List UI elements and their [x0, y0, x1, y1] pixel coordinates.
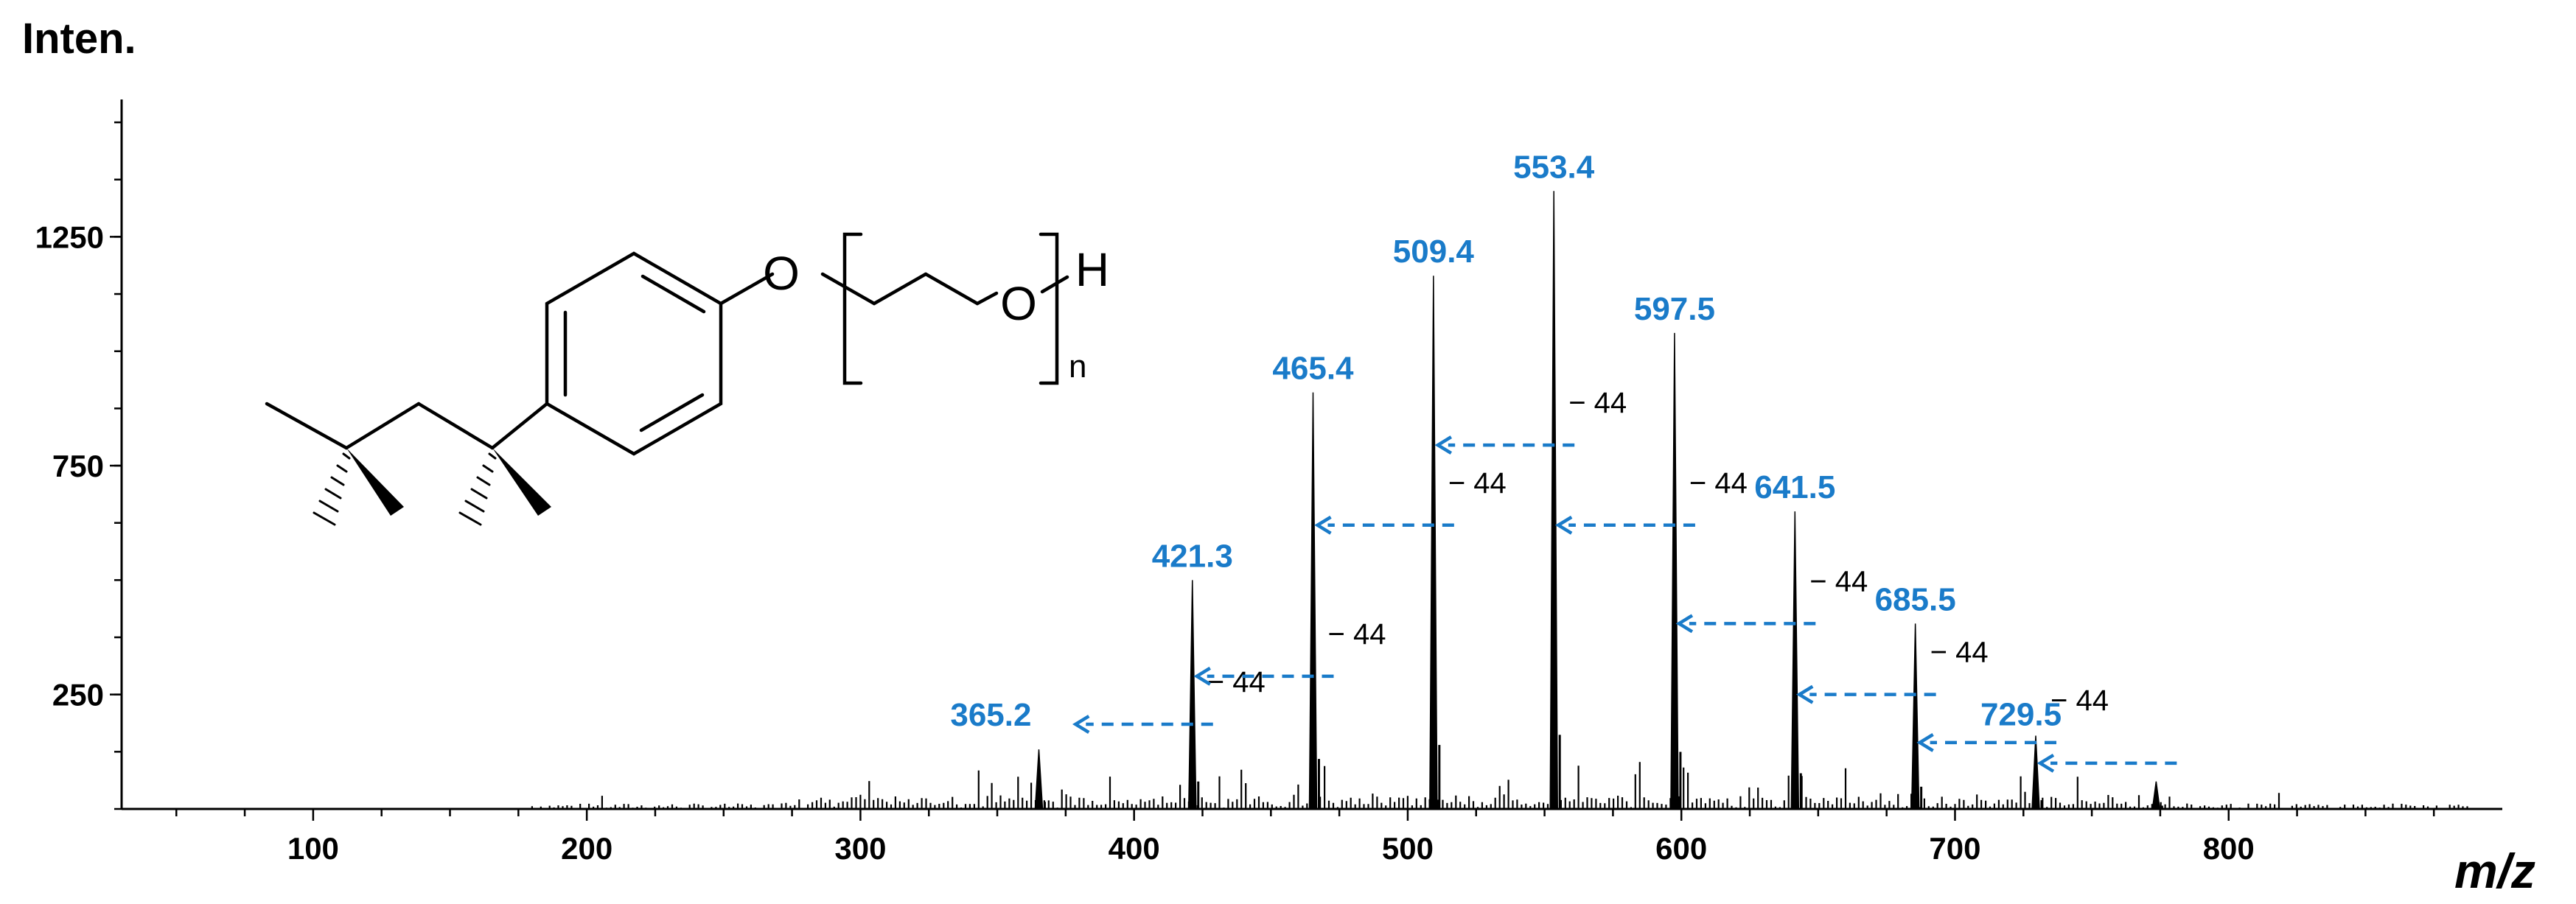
spectrum-peak — [1308, 392, 1318, 810]
x-tick-label: 400 — [1109, 831, 1160, 866]
y-tick-label: 250 — [52, 678, 104, 712]
peak-label: 597.5 — [1634, 291, 1715, 327]
loss-arrow-head — [1916, 732, 1934, 752]
spectrum-peak — [1034, 749, 1044, 810]
oxygen-atom-label: O — [763, 247, 800, 300]
loss-arrow-head — [1795, 684, 1814, 704]
spectrum-peak — [1549, 191, 1558, 810]
hydrogen-atom-label: H — [1075, 243, 1109, 296]
aromatic-bond — [640, 274, 706, 314]
loss-label: − 44 — [1809, 565, 1868, 598]
peak-label: 365.2 — [950, 697, 1031, 733]
loss-arrow-head — [1072, 715, 1090, 734]
aromatic-bond — [639, 393, 705, 432]
peak-label: 729.5 — [1980, 697, 2062, 733]
peak-label: 465.4 — [1272, 351, 1354, 387]
x-tick-label: 800 — [2203, 831, 2255, 866]
loss-label: − 44 — [1568, 387, 1627, 419]
noise-peaks — [531, 762, 2473, 809]
loss-label: − 44 — [1689, 467, 1748, 500]
spectrum-peak — [1910, 623, 1920, 810]
hashed-bond — [313, 452, 351, 526]
neutral-loss-arrows: − 44 − 44 − 44 − 44 − 44 − 44 − 44 − 44 — [1072, 387, 2177, 773]
peak-label: 553.4 — [1513, 149, 1595, 185]
spectrum-peak — [1429, 276, 1438, 810]
wedge-bond — [346, 448, 404, 516]
loss-arrow-head — [1314, 515, 1332, 535]
spectrum-peak — [2031, 735, 2040, 810]
loss-label: − 44 — [1448, 467, 1507, 500]
repeat-bracket-left — [842, 232, 863, 385]
bond — [344, 402, 421, 450]
bond — [490, 402, 549, 450]
bond — [975, 291, 999, 306]
spectrum-peak — [2151, 781, 2161, 810]
spectrum-peak — [1790, 511, 1800, 810]
wedge-bond — [492, 448, 551, 516]
axes: 100 200 300 400 500 600 700 800 250 750 1250 — [35, 99, 2502, 866]
peak-labels: 365.2 421.3 465.4 509.4 553.4 597.5 641.5 685.5… — [950, 149, 2062, 733]
spectrum-peak — [1670, 332, 1679, 810]
loss-arrow-head — [1434, 435, 1453, 455]
loss-label: − 44 — [2050, 684, 2109, 717]
peak-label: 685.5 — [1875, 581, 1956, 617]
bond — [1040, 275, 1069, 294]
loss-arrow-head — [1193, 666, 1211, 686]
x-tick-label: 600 — [1655, 831, 1707, 866]
y-axis-title: Inten. — [22, 15, 136, 63]
bond — [416, 402, 495, 450]
x-tick-label: 700 — [1929, 831, 1980, 866]
y-tick-label: 1250 — [35, 220, 104, 254]
x-tick-label: 200 — [561, 831, 612, 866]
loss-label: − 44 — [1930, 637, 1989, 669]
loss-label: − 44 — [1327, 618, 1386, 651]
bond — [872, 272, 928, 306]
x-tick-label: 100 — [287, 831, 339, 866]
loss-arrow-head — [1675, 614, 1694, 634]
benzene-ring — [545, 251, 723, 456]
peak-label: 421.3 — [1152, 538, 1233, 574]
loss-arrow-head — [1554, 515, 1573, 535]
spectrum-peak — [1187, 580, 1197, 810]
bond — [265, 402, 349, 450]
oxygen-atom-label: O — [1000, 277, 1037, 330]
x-tick-label: 500 — [1382, 831, 1434, 866]
octylphenol-ethoxylate-structure — [265, 232, 1069, 526]
x-axis-title: m/z — [2454, 844, 2535, 898]
y-tick-label: 750 — [52, 449, 104, 483]
peak-label: 509.4 — [1393, 234, 1475, 270]
repeat-bracket-right — [1039, 232, 1059, 385]
peaks — [1034, 191, 2163, 810]
hashed-bond — [458, 452, 497, 526]
loss-label: − 44 — [1207, 666, 1266, 698]
noise-trace — [531, 762, 2473, 809]
bond — [719, 272, 775, 306]
x-tick-label: 300 — [834, 831, 886, 866]
loss-arrow-head — [2036, 753, 2055, 773]
bond — [924, 272, 980, 306]
bond — [820, 272, 876, 306]
peak-label: 641.5 — [1754, 469, 1835, 505]
repeat-subscript: n — [1069, 348, 1086, 385]
